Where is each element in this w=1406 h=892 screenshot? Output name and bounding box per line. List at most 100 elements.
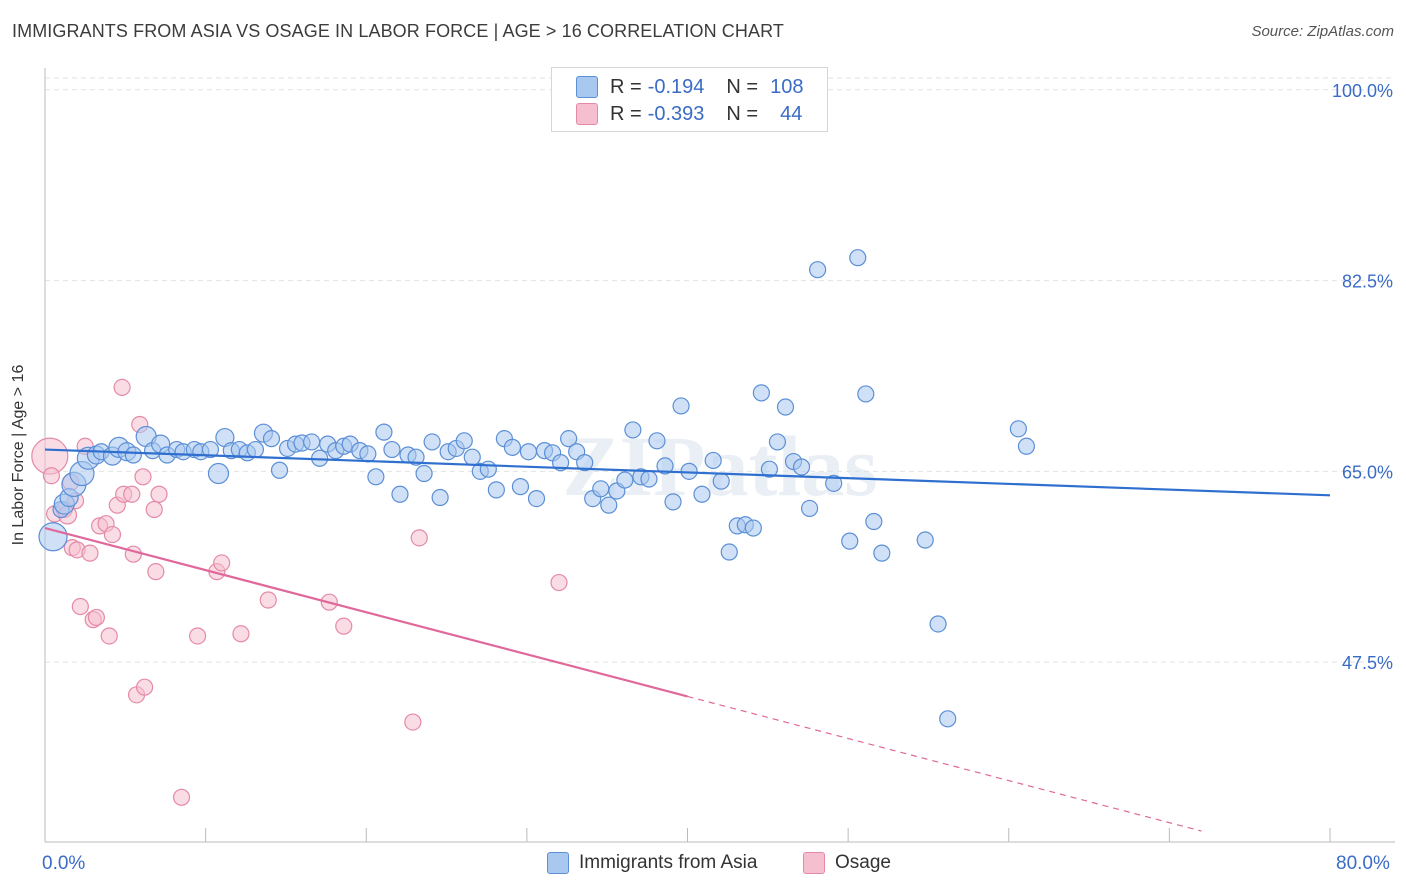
asia-point [624,421,642,439]
asia-point [391,485,409,503]
legend-r-value-asia: -0.194 [647,75,705,98]
asia-point [648,432,666,450]
asia-point [511,478,530,496]
asia-points [38,249,1036,728]
osage-point [123,485,141,503]
legend-swatch-osage [576,103,598,125]
asia-point [201,440,220,459]
asia-point [487,481,505,499]
legend-n-value-asia: 108 [770,75,804,98]
asia-point [916,531,934,549]
asia-point [712,472,730,490]
asia-point [383,440,401,459]
y-tick-label: 47.5% [1342,653,1393,673]
osage-point [259,591,277,609]
bottom-legend-osage: Osage [803,852,891,874]
legend-row-asia: R = -0.194 N = 108 [576,74,803,100]
asia-point [693,485,711,503]
x-tick-label-max: 80.0% [1336,853,1390,874]
bottom-legend-label-asia: Immigrants from Asia [579,852,758,873]
trend-layer [44,448,1331,832]
asia-point [246,440,265,459]
asia-point [303,433,321,451]
osage-point [150,485,168,503]
asia-point [744,519,762,537]
asia-point [415,464,433,483]
asia-point [865,512,883,531]
grid-layer [45,77,1395,663]
osage-point [87,608,106,627]
legend-swatch-asia [576,76,598,98]
asia-point [792,458,811,476]
asia-point [841,532,859,550]
legend-box: R = -0.194 N = 108 R = -0.393 N = 44 [551,67,828,132]
osage-point [550,573,568,592]
bottom-legend-swatch-asia [547,852,569,874]
legend-n-value-osage: 44 [780,102,803,125]
asia-point [672,397,690,415]
osage-trend-extension [687,695,1202,832]
asia-point [640,470,658,488]
osage-point [232,625,250,643]
asia-point [704,451,722,470]
asia-point [576,454,594,472]
x-tick-label-min: 0.0% [42,853,86,874]
legend-n-label: N = [726,102,759,125]
asia-point [809,261,827,279]
asia-point [664,493,682,511]
y-tick-label: 82.5% [1342,272,1393,292]
asia-point [656,457,674,475]
bottom-legend-asia: Immigrants from Asia [547,852,757,874]
legend-n-label: N = [726,75,759,98]
asia-point [616,471,634,489]
osage-point [113,378,131,397]
asia-point [776,398,795,416]
asia-point [929,615,947,633]
asia-point [270,461,289,479]
osage-trend-line [44,526,688,698]
asia-point [825,474,843,492]
legend-r-label: R = [610,102,642,125]
osage-point [42,467,61,485]
asia-point [527,490,546,508]
osage-point [135,678,154,696]
y-tick-labels: 47.5% 65.0% 82.5% 100.0% [1332,81,1393,673]
y-axis-label: In Labor Force | Age > 16 [10,364,27,546]
asia-point [479,460,497,478]
source-text: Source: ZipAtlas.com [1251,23,1394,40]
osage-point [103,525,122,544]
y-tick-label: 65.0% [1342,462,1393,482]
bottom-legend-label-osage: Osage [835,852,891,873]
asia-point [124,446,142,464]
asia-point [800,499,819,518]
asia-point [455,432,473,450]
osage-point [188,627,207,645]
asia-point [552,454,570,472]
asia-trend-line [44,448,1331,497]
asia-point [359,445,377,463]
asia-point [849,249,867,267]
asia-point [768,433,787,451]
osage-point [81,544,99,562]
osage-point [213,554,231,572]
osage-point [410,529,428,547]
osage-point [145,500,163,519]
y-tick-label: 100.0% [1332,81,1393,101]
asia-point [375,423,393,441]
asia-point [752,384,770,402]
osage-point [335,617,353,635]
asia-point [423,433,441,451]
asia-point [519,443,538,461]
bottom-legend: Immigrants from Asia Osage [0,852,1406,878]
osage-point [404,713,422,731]
asia-point [1009,420,1027,438]
asia-point [873,544,891,562]
asia-point [760,460,779,478]
asia-point [592,480,610,498]
asia-point [600,496,618,514]
asia-point [939,710,957,728]
asia-point [367,468,385,486]
osage-point [100,627,118,645]
asia-point [262,430,281,448]
asia-point [207,462,230,485]
